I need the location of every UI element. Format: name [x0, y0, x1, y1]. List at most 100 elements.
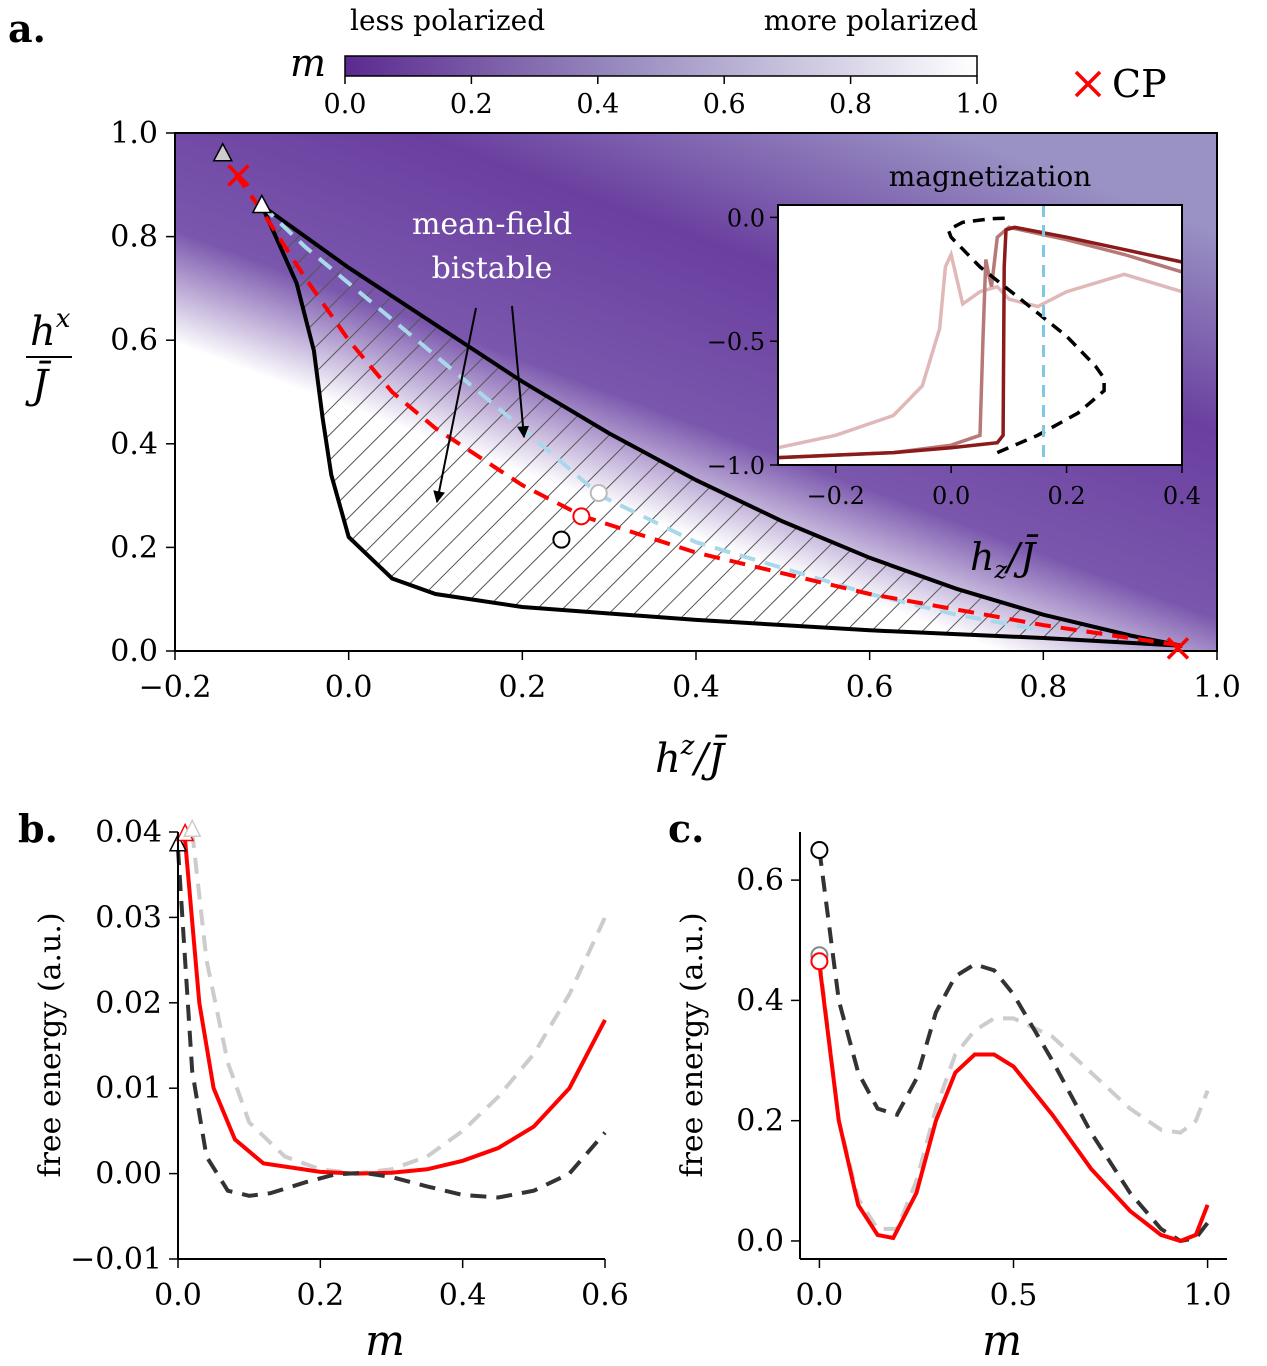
inset-series-medium: [777, 225, 1183, 460]
panel-b-ytick-label: 0.01: [95, 1071, 162, 1106]
panel-b-xtick-label: 0.0: [154, 1278, 202, 1313]
inset-xtick-label: 0.2: [1047, 482, 1085, 510]
panel-a-ylabel-num: hx: [30, 304, 71, 355]
legend: CP: [1074, 62, 1167, 106]
panel-b-ytick-label: 0.00: [95, 1157, 162, 1192]
panel-a-xtick-label: 0.0: [325, 670, 373, 705]
colorbar-left-text: less polarized: [350, 4, 545, 37]
inset-lines: [777, 205, 1183, 465]
inset-ytick-label: −0.5: [707, 328, 765, 356]
colorbar-gradient: [344, 55, 978, 77]
panel-b-xtick-label: 0.6: [581, 1278, 629, 1313]
panel-c-ytick-label: 0.0: [736, 1224, 784, 1259]
critical-point-marker: [227, 164, 250, 187]
panel-a-xtick-label: −0.2: [139, 670, 212, 705]
panel-a-ytick-label: 0.4: [110, 427, 158, 462]
inset-xtick-label: 0.4: [1163, 482, 1201, 510]
inset-xtick-label: 0.0: [932, 482, 970, 510]
colorbar-tick-label: 0.0: [324, 89, 367, 120]
panel-b-triangle-marker: [183, 818, 202, 838]
bistable-region: [261, 205, 1183, 646]
panel-c-ytick-label: 0.6: [736, 863, 784, 898]
panel-b-xlabel: m: [365, 1316, 405, 1365]
circle-marker: [589, 484, 608, 503]
colorbar-ticks: 0.0 0.2 0.4 0.6 0.8 1.0: [324, 76, 999, 120]
colorbar-tick-label: 0.6: [703, 89, 746, 120]
inset-frame: [777, 204, 1183, 466]
inset-ytick-label: −1.0: [707, 452, 765, 480]
bistable-label-line2: bistable: [432, 251, 553, 286]
panel-c-ticks: 0.0 0.5 1.0 0.0 0.2 0.4 0.6: [736, 863, 1231, 1313]
inset-ticks: −0.2 0.0 0.2 0.4 −1.0 −0.5 0.0: [707, 204, 1201, 510]
inset-mean-field-line: [946, 216, 1106, 455]
panel-a-xtick-label: 0.4: [672, 670, 720, 705]
legend-cp-label: CP: [1112, 62, 1167, 106]
panel-b-xtick-label: 0.4: [439, 1278, 487, 1313]
colorbar-tick-label: 0.8: [829, 89, 872, 120]
triangle-marker: [251, 193, 273, 214]
panel-a-ytick-label: 0.2: [110, 530, 158, 565]
colorbar-label: m: [290, 41, 326, 85]
inset-ytick-label: 0.0: [727, 204, 765, 232]
panel-c-series: [817, 964, 1210, 1244]
panel-c-series: [817, 849, 1210, 1244]
panel-c-series: [817, 958, 1210, 1231]
panel-b-label: b.: [18, 806, 58, 851]
red-dashed-line: [234, 173, 1183, 648]
panel-a-label: a.: [8, 6, 46, 51]
panel-c-background: [800, 832, 1227, 1259]
panel-b: 0.0 0.2 0.4 0.6−0.010.000.010.020.030.04 m …: [33, 815, 629, 1365]
inset-xlabel: hz/J̄: [970, 535, 1039, 584]
circle-marker: [572, 507, 591, 526]
panel-b-ytick-label: −0.01: [70, 1242, 162, 1277]
panel-c-lines: [810, 841, 1210, 1244]
panel-a-xtick-label: 0.6: [846, 670, 894, 705]
panel-c-ylabel: free energy (a.u.): [675, 912, 710, 1177]
panel-b-ytick-label: 0.02: [95, 986, 162, 1021]
inset-magnetization: magnetization −0.2 0.0 0.2 0.4 −1.0 −0.5 0.0 h…: [707, 160, 1201, 584]
panel-a-ytick-label: 1.0: [110, 116, 158, 151]
panel-b-xtick-label: 0.2: [296, 1278, 344, 1313]
panel-c-xtick-label: 1.0: [1184, 1278, 1232, 1313]
panel-c-xlabel: m: [982, 1316, 1022, 1365]
colorbar-right-text: more polarized: [764, 4, 978, 37]
panel-c-ytick-label: 0.2: [736, 1104, 784, 1139]
panel-a-ytick-label: 0.6: [110, 323, 158, 358]
bistable-arrow-right: [511, 305, 529, 439]
colorbar-tick-label: 1.0: [956, 89, 999, 120]
panel-c-circle-marker: [810, 952, 829, 971]
inset-series-light: [777, 249, 1183, 450]
colorbar-tick-label: 0.2: [450, 89, 493, 120]
colorbar: less polarized more polarized m 0.0 0.2 0.…: [290, 4, 998, 120]
panel-b-series: [176, 848, 607, 1200]
triangle-marker: [212, 142, 234, 162]
inset-xtick-label: −0.2: [807, 482, 865, 510]
bistable-label-line1: mean-field: [412, 207, 572, 242]
panel-b-ytick-label: 0.04: [95, 815, 162, 850]
panel-c-xtick-label: 0.0: [796, 1278, 844, 1313]
panel-b-ticks: 0.0 0.2 0.4 0.6 −0.01 0.00 0.01 0.02 0.03 0.04: [70, 815, 629, 1313]
panel-b-ytick-label: 0.03: [95, 900, 162, 935]
panel-a-ylabel-den: J̄: [25, 361, 52, 408]
panel-a-ticks: −0.2 0.0 0.2 0.4 0.6 0.8 1.00.00.20.40.60.81.0: [110, 116, 1241, 705]
legend-cp-marker: [1074, 70, 1102, 98]
lower-spinodal-line: [259, 204, 1183, 648]
panel-a-ytick-label: 0.8: [110, 220, 158, 255]
panel-b-background: [178, 832, 605, 1259]
colorbar-tick-label: 0.4: [576, 89, 619, 120]
inset-series-dark: [777, 225, 1183, 460]
panel-a-xtick-label: 0.2: [498, 670, 546, 705]
critical-point-marker: [1166, 637, 1190, 660]
circle-marker: [552, 530, 571, 549]
panel-a-markers: [212, 142, 1190, 660]
panel-a-xlabel: hz/J̄: [655, 731, 728, 782]
bistable-arrow-left: [433, 307, 477, 504]
panel-c-xtick-label: 0.5: [990, 1278, 1038, 1313]
panel-b-series: [190, 831, 607, 1176]
panel-c: 0.0 0.5 1.0 0.0 0.2 0.4 0.6 m free energy (a.u…: [675, 832, 1231, 1365]
panel-a-xtick-label: 0.8: [1019, 670, 1067, 705]
panel-b-lines: [168, 818, 607, 1200]
panel-a-ytick-label: 0.0: [110, 634, 158, 669]
upper-spinodal-line: [260, 203, 1183, 648]
